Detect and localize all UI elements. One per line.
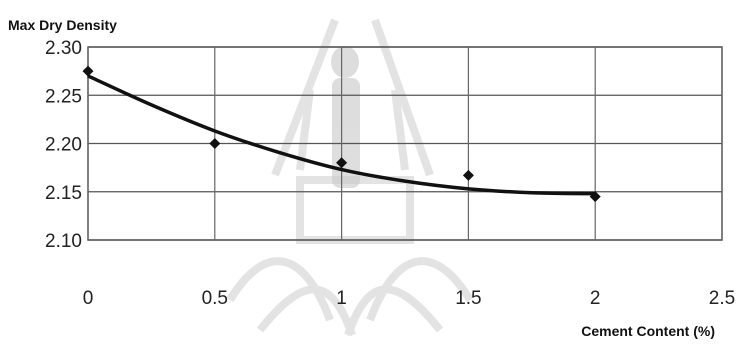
y-tick-labels: 2.30 2.25 2.20 2.15 2.10 (45, 38, 82, 252)
gridlines (87, 46, 723, 241)
trendline (87, 74, 596, 196)
x-tick-label: 2.5 (709, 288, 735, 309)
data-point (82, 65, 94, 77)
x-tick-label: 1.5 (455, 288, 481, 309)
x-tick-label: 0 (83, 288, 94, 309)
data-point (336, 157, 348, 169)
data-point (462, 169, 474, 181)
y-tick-label: 2.10 (45, 231, 82, 252)
x-axis-title: Cement Content (%) (581, 323, 715, 339)
x-tick-labels: 0 0.5 1 1.5 2 2.5 (83, 288, 736, 309)
y-tick-label: 2.15 (45, 183, 82, 204)
x-tick-label: 0.5 (202, 288, 228, 309)
y-tick-label: 2.30 (45, 38, 82, 59)
data-point (589, 191, 601, 203)
y-axis-title: Max Dry Density (8, 17, 117, 33)
y-tick-label: 2.20 (45, 135, 82, 156)
data-points (82, 65, 601, 203)
data-point (209, 138, 221, 149)
x-tick-label: 1 (336, 288, 347, 309)
y-tick-label: 2.25 (45, 86, 82, 107)
x-tick-label: 2 (590, 288, 601, 309)
